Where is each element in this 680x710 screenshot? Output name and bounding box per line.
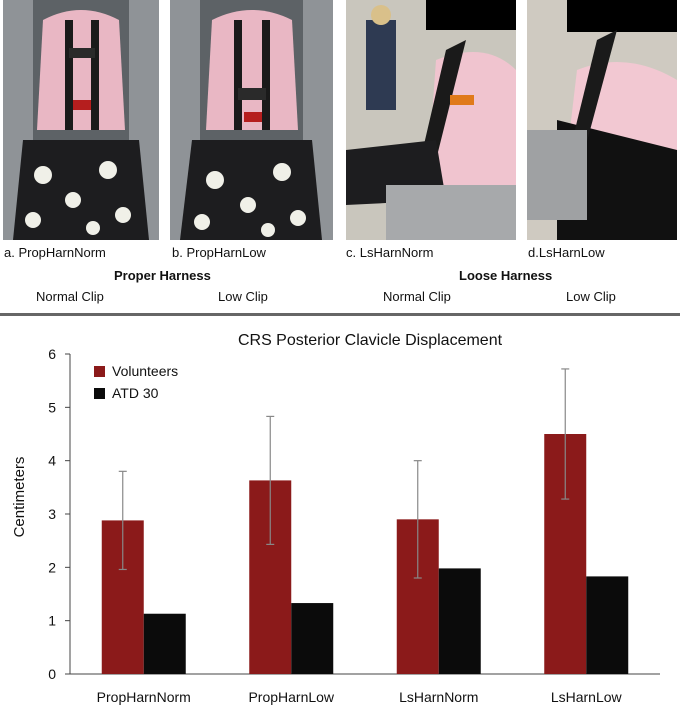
chart-error-bars (119, 369, 570, 578)
y-axis-label: Centimeters (11, 457, 28, 538)
y-tick-label: 6 (48, 346, 56, 362)
x-tick-label: LsHarnNorm (399, 689, 478, 705)
x-tick-label: PropHarnLow (248, 689, 334, 705)
y-tick-label: 5 (48, 399, 56, 415)
chart-legend: Volunteers ATD 30 (94, 363, 178, 401)
legend-swatch (94, 366, 105, 377)
bar-atd-30 (586, 576, 628, 674)
legend-label: ATD 30 (112, 385, 159, 401)
y-tick-label: 1 (48, 613, 56, 629)
chart-title: CRS Posterior Clavicle Displacement (238, 332, 503, 349)
y-tick-labels: 0 1 2 3 4 5 6 (48, 346, 56, 682)
y-tick-label: 4 (48, 453, 56, 469)
photo-propharnnorm (3, 0, 159, 240)
photo-lsharnnorm (346, 0, 516, 240)
clip-label-loose-normal: Normal Clip (383, 289, 451, 304)
y-tick-label: 2 (48, 559, 56, 575)
legend-label: Volunteers (112, 363, 178, 379)
photo-propharnlow (170, 0, 333, 240)
y-tick-label: 0 (48, 666, 56, 682)
chart-bars (102, 434, 629, 674)
bar-atd-30 (439, 568, 481, 674)
photo-label-a: a. PropHarnNorm (4, 245, 106, 260)
x-tick-label: PropHarnNorm (97, 689, 191, 705)
group-title-loose-harness: Loose Harness (459, 268, 552, 283)
group-title-proper-harness: Proper Harness (114, 268, 211, 283)
bar-chart: CRS Posterior Clavicle Displacement Cent… (0, 316, 680, 710)
bar-atd-30 (291, 603, 333, 674)
bar-atd-30 (144, 614, 186, 674)
x-tick-label: LsHarnLow (551, 689, 623, 705)
legend-swatch (94, 388, 105, 399)
x-tick-labels: PropHarnNorm PropHarnLow LsHarnNorm LsHarnL… (97, 689, 623, 705)
photo-lsharnlow (527, 0, 677, 240)
photo-label-d: d.LsHarnLow (528, 245, 605, 260)
clip-label-proper-low: Low Clip (218, 289, 268, 304)
photo-label-c: c. LsHarnNorm (346, 245, 433, 260)
clip-label-loose-low: Low Clip (566, 289, 616, 304)
y-tick-label: 3 (48, 506, 56, 522)
photo-label-b: b. PropHarnLow (172, 245, 266, 260)
clip-label-proper-normal: Normal Clip (36, 289, 104, 304)
